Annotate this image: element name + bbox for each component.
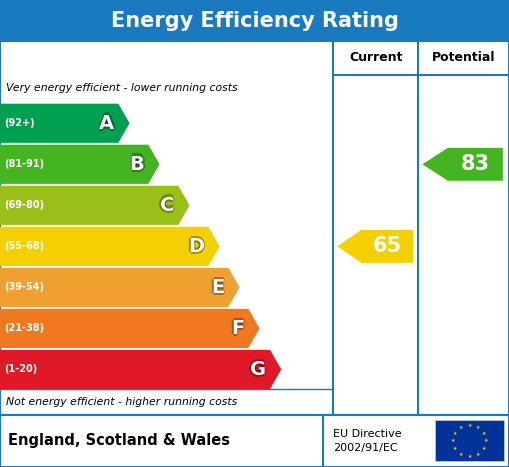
Text: ★: ★ xyxy=(453,431,457,436)
Polygon shape xyxy=(0,227,219,266)
Text: Not energy efficient - higher running costs: Not energy efficient - higher running co… xyxy=(6,397,237,407)
Text: ★: ★ xyxy=(476,452,480,457)
Text: E: E xyxy=(213,278,226,297)
Text: F: F xyxy=(231,321,244,340)
Text: D: D xyxy=(188,234,204,254)
Bar xyxy=(0,41,509,415)
Text: Energy Efficiency Rating: Energy Efficiency Rating xyxy=(110,11,399,30)
Text: ★: ★ xyxy=(482,446,486,451)
Text: Current: Current xyxy=(349,51,403,64)
Text: B: B xyxy=(129,152,144,171)
Text: ★: ★ xyxy=(476,425,480,430)
Bar xyxy=(0,0,509,41)
Text: 65: 65 xyxy=(373,236,402,256)
Text: B: B xyxy=(131,155,146,174)
Text: England, Scotland & Wales: England, Scotland & Wales xyxy=(8,433,230,448)
Polygon shape xyxy=(0,145,159,184)
Text: E: E xyxy=(211,280,224,299)
Text: ★: ★ xyxy=(453,446,457,451)
Polygon shape xyxy=(0,186,189,225)
Text: (39-54): (39-54) xyxy=(4,283,44,292)
Text: F: F xyxy=(231,317,244,336)
Text: B: B xyxy=(128,155,143,174)
Text: G: G xyxy=(250,358,266,376)
Text: Potential: Potential xyxy=(432,51,495,64)
Text: D: D xyxy=(187,237,203,256)
Text: C: C xyxy=(160,196,174,215)
Text: ★: ★ xyxy=(467,423,472,428)
Text: (1-20): (1-20) xyxy=(4,364,37,375)
Text: ★: ★ xyxy=(459,452,463,457)
Text: 83: 83 xyxy=(461,154,490,174)
Polygon shape xyxy=(0,350,281,389)
Polygon shape xyxy=(0,268,240,307)
Polygon shape xyxy=(0,104,130,143)
Text: D: D xyxy=(190,237,206,256)
Text: E: E xyxy=(210,278,223,297)
Text: F: F xyxy=(231,319,244,338)
Text: ★: ★ xyxy=(482,431,486,436)
Text: G: G xyxy=(250,360,266,379)
Text: B: B xyxy=(129,155,144,174)
Text: A: A xyxy=(98,114,113,133)
Bar xyxy=(0,415,509,467)
Text: C: C xyxy=(160,193,174,212)
Text: G: G xyxy=(250,362,266,381)
Text: Very energy efficient - lower running costs: Very energy efficient - lower running co… xyxy=(6,83,238,93)
Text: C: C xyxy=(158,196,173,215)
Text: C: C xyxy=(160,198,174,217)
Text: E: E xyxy=(211,278,224,297)
Text: (69-80): (69-80) xyxy=(4,200,44,210)
Polygon shape xyxy=(0,309,260,348)
Text: G: G xyxy=(251,360,268,379)
Polygon shape xyxy=(422,148,503,181)
Text: E: E xyxy=(211,276,224,295)
Bar xyxy=(435,420,504,461)
Text: C: C xyxy=(161,196,176,215)
Text: A: A xyxy=(99,116,115,135)
Text: ★: ★ xyxy=(484,439,489,443)
Text: G: G xyxy=(248,360,265,379)
Text: A: A xyxy=(99,114,115,133)
Text: ★: ★ xyxy=(467,454,472,459)
Text: D: D xyxy=(188,239,204,258)
Text: ★: ★ xyxy=(450,439,455,443)
Text: A: A xyxy=(101,114,116,133)
Text: (81-91): (81-91) xyxy=(4,159,44,169)
Text: (55-68): (55-68) xyxy=(4,241,44,251)
Text: B: B xyxy=(129,157,144,176)
Text: D: D xyxy=(188,237,204,256)
Text: (21-38): (21-38) xyxy=(4,324,44,333)
Text: A: A xyxy=(99,112,115,130)
Polygon shape xyxy=(337,230,413,263)
Text: F: F xyxy=(230,319,243,338)
Text: (92+): (92+) xyxy=(4,118,35,128)
Text: EU Directive
2002/91/EC: EU Directive 2002/91/EC xyxy=(333,429,402,453)
Text: F: F xyxy=(233,319,246,338)
Text: ★: ★ xyxy=(459,425,463,430)
